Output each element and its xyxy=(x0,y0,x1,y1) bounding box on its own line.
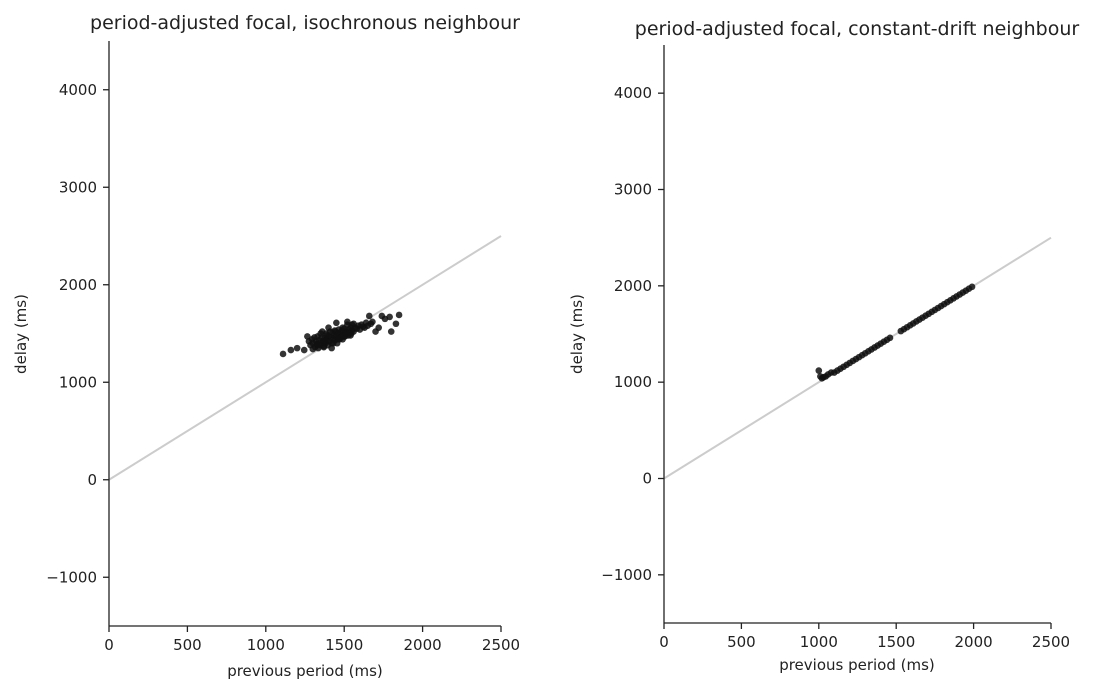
left-data-point xyxy=(339,324,346,331)
left-data-point xyxy=(375,324,382,331)
left-data-point xyxy=(347,332,354,339)
left-data-point xyxy=(344,321,351,329)
left-data-point xyxy=(309,345,317,353)
left-data-point xyxy=(386,313,393,321)
left-y-tick-label: 4000 xyxy=(59,81,97,99)
left-data-point xyxy=(387,328,395,335)
left-y-tick-label: 0 xyxy=(87,471,97,489)
right-y-tick-label: 2000 xyxy=(614,277,652,295)
left-x-tick-label: 2500 xyxy=(482,636,520,654)
left-data-point xyxy=(334,336,342,343)
right-y-tick-label: 1000 xyxy=(614,373,652,391)
left-data-point xyxy=(325,324,332,331)
left-data-point xyxy=(323,332,331,339)
right-y-tick-label: 3000 xyxy=(614,181,652,199)
right-y-axis-label: delay (ms) xyxy=(568,294,586,374)
left-chart-panel: period-adjusted focal, isochronous neigh… xyxy=(12,12,520,679)
right-x-tick-label: 2000 xyxy=(955,633,993,651)
left-data-point xyxy=(392,320,400,328)
left-data-point xyxy=(369,318,376,326)
left-identity-line xyxy=(108,235,502,481)
right-x-tick-label: 1500 xyxy=(877,633,915,651)
right-chart-panel: period-adjusted focal, constant-drift ne… xyxy=(568,18,1079,674)
left-y-axis-label: delay (ms) xyxy=(12,294,30,374)
right-scatter-points xyxy=(815,283,976,382)
right-data-point xyxy=(815,367,823,374)
left-data-point xyxy=(293,344,301,352)
right-x-tick-label: 0 xyxy=(659,633,669,651)
right-y-tick-label: 0 xyxy=(642,470,652,488)
left-data-point xyxy=(314,341,321,349)
left-data-point xyxy=(333,319,340,327)
left-y-tick-label: 1000 xyxy=(59,373,97,391)
right-y-tick-label: 4000 xyxy=(614,84,652,102)
right-x-axis-label: previous period (ms) xyxy=(779,656,935,674)
left-scatter-points xyxy=(279,311,403,358)
left-data-point xyxy=(395,311,403,319)
left-data-point xyxy=(287,346,295,354)
left-x-tick-label: 1500 xyxy=(325,636,363,654)
right-x-tick-label: 2500 xyxy=(1032,633,1070,651)
right-data-point xyxy=(886,334,894,342)
left-data-point xyxy=(329,339,337,347)
right-x-tick-label: 500 xyxy=(727,633,756,651)
left-data-point xyxy=(317,330,324,337)
left-chart-title: period-adjusted focal, isochronous neigh… xyxy=(90,12,520,34)
right-y-tick-label: −1000 xyxy=(601,566,652,584)
right-x-tick-label: 1000 xyxy=(800,633,838,651)
left-x-tick-label: 1000 xyxy=(247,636,285,654)
right-chart-title: period-adjusted focal, constant-drift ne… xyxy=(635,18,1080,40)
left-y-tick-label: −1000 xyxy=(46,568,97,586)
right-data-point xyxy=(968,283,976,291)
left-data-point xyxy=(331,327,339,334)
left-data-point xyxy=(348,321,356,329)
left-data-point xyxy=(320,342,328,350)
right-axis-ticks: 0 500 1000 1500 2000 2500 −1000 0 1000 2000 3000 40… xyxy=(601,84,1070,651)
left-x-axis-label: previous period (ms) xyxy=(227,662,383,679)
left-y-tick-label: 3000 xyxy=(59,178,97,196)
left-data-point xyxy=(279,350,287,358)
left-axis-ticks: 0 500 1000 1500 2000 2500 −1000 0 1000 2000 3000 40… xyxy=(46,81,520,654)
left-x-tick-label: 0 xyxy=(104,636,114,654)
left-data-point xyxy=(342,329,350,336)
left-data-point xyxy=(365,312,373,320)
left-data-point xyxy=(300,346,308,354)
left-y-tick-label: 2000 xyxy=(59,276,97,294)
left-x-tick-label: 500 xyxy=(173,636,202,654)
left-x-tick-label: 2000 xyxy=(404,636,442,654)
